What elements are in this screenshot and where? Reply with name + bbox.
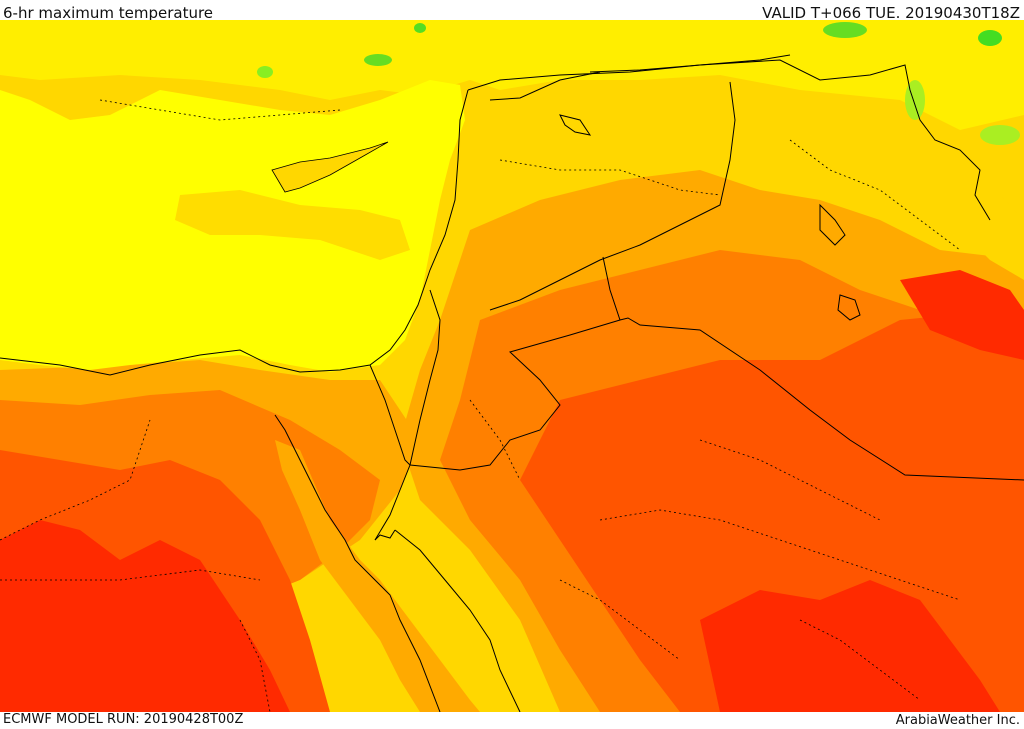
red-core-se <box>700 580 1000 712</box>
temperature-map <box>0 20 1024 712</box>
sea-light-patch <box>175 190 410 260</box>
cyprus <box>271 141 389 193</box>
red-core-sw <box>0 520 290 712</box>
persian-gulf <box>960 180 1024 280</box>
borders <box>0 54 1024 712</box>
province-boundaries <box>0 99 961 712</box>
valid-time: VALID T+066 TUE. 20190430T18Z <box>762 4 1020 22</box>
red-core-iraq <box>900 270 1024 360</box>
header-bar: 6-hr maximum temperature VALID T+066 TUE… <box>0 0 1024 22</box>
red-sea <box>275 440 480 712</box>
footer-bar: ECMWF MODEL RUN: 20190428T00Z ArabiaWeat… <box>0 712 1024 729</box>
green-spots <box>257 22 1020 145</box>
model-run: ECMWF MODEL RUN: 20190428T00Z <box>3 712 244 727</box>
north-yellow-band <box>0 20 1024 130</box>
credit-label: ArabiaWeather Inc. <box>895 713 1020 728</box>
map-title: 6-hr maximum temperature <box>3 4 214 22</box>
